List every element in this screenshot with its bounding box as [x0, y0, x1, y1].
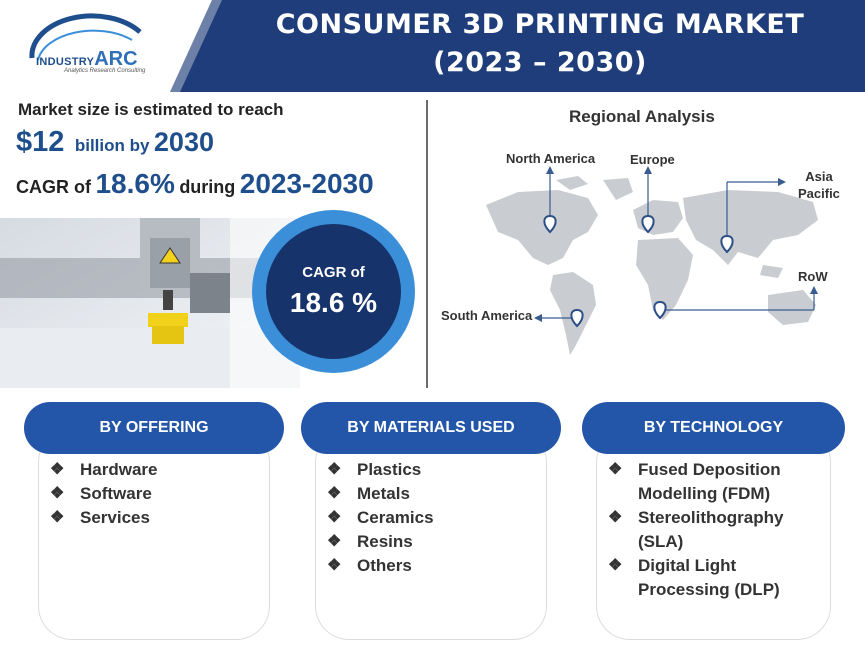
- title-line-2: (2023 – 2030): [433, 47, 647, 78]
- list-item-label: Ceramics: [357, 508, 434, 527]
- segment-title: BY OFFERING: [24, 402, 284, 454]
- list-item: ❖ Fused Deposition: [608, 458, 783, 482]
- card-frame: [596, 432, 831, 640]
- segment-title: BY MATERIALS USED: [301, 402, 561, 454]
- region-north-america: North America: [506, 151, 596, 166]
- list-item-label: Software: [80, 484, 152, 503]
- diamond-bullet-icon: ❖: [327, 533, 342, 550]
- diamond-bullet-icon: ❖: [608, 509, 623, 526]
- region-asia-pacific-line1: Asia: [805, 169, 833, 184]
- segment-title: BY TECHNOLOGY: [582, 402, 845, 454]
- diamond-bullet-icon: ❖: [50, 485, 65, 502]
- list-item: ❖ Metals: [327, 482, 434, 506]
- regional-analysis-title: Regional Analysis: [569, 107, 715, 126]
- segment-card-technology: BY TECHNOLOGY ❖ Fused Deposition Modellin…: [582, 402, 845, 640]
- logo-arc-icon: [29, 13, 142, 61]
- list-item-label: Hardware: [80, 460, 158, 479]
- diamond-bullet-icon: ❖: [608, 557, 623, 574]
- header-banner: INDUSTRYARC Analytics Research Consultin…: [0, 0, 865, 92]
- region-europe: Europe: [630, 152, 675, 167]
- title-line-1: CONSUMER 3D PRINTING MARKET: [275, 9, 805, 40]
- list-item: ❖ Resins: [327, 530, 434, 554]
- cagr-during: during: [179, 177, 236, 197]
- diamond-bullet-icon: ❖: [327, 509, 342, 526]
- logo-tagline: Analytics Research Consulting: [64, 68, 146, 74]
- list-item-label: Others: [357, 556, 412, 575]
- world-map: [438, 140, 858, 380]
- cagr-badge-core: CAGR of 18.6 %: [266, 224, 401, 359]
- region-south-america: South America: [441, 308, 533, 323]
- list-item: ❖ Others: [327, 554, 434, 578]
- logo-word-small: INDUSTRY: [36, 56, 95, 68]
- list-item: ❖ Ceramics: [327, 506, 434, 530]
- segment-list: ❖ Fused Deposition Modelling (FDM) ❖ Stere…: [608, 458, 783, 602]
- list-item: ❖ Software: [50, 482, 157, 506]
- list-item: ❖ Plastics: [327, 458, 434, 482]
- list-item-label: Metals: [357, 484, 410, 503]
- list-item-label: (SLA): [638, 532, 684, 551]
- diamond-bullet-icon: ❖: [327, 557, 342, 574]
- 3d-printer-illustration: [0, 218, 300, 388]
- cagr-badge: CAGR of 18.6 %: [252, 210, 415, 373]
- card-frame: [38, 432, 270, 640]
- diamond-bullet-icon: ❖: [608, 461, 623, 478]
- list-item-label: Resins: [357, 532, 413, 551]
- list-item-label: Services: [80, 508, 150, 527]
- logo-wordmark: INDUSTRYARC: [36, 48, 138, 71]
- cagr-badge-value: 18.6 %: [289, 287, 378, 318]
- segment-list: ❖ Plastics ❖ Metals ❖ Ceramics ❖ Resins ❖ Oth…: [327, 458, 434, 578]
- list-item-label: Fused Deposition: [638, 460, 781, 479]
- list-item: ❖ Stereolithography: [608, 506, 783, 530]
- list-item: ❖ Hardware: [50, 458, 157, 482]
- region-row: RoW: [798, 269, 828, 284]
- industryarc-logo: INDUSTRYARC Analytics Research Consultin…: [22, 10, 197, 76]
- estimate-label: Market size is estimated to reach: [18, 100, 284, 119]
- segment-list: ❖ Hardware ❖ Software ❖ Services: [50, 458, 157, 530]
- segment-card-materials: BY MATERIALS USED ❖ Plastics ❖ Metals ❖ Cer…: [301, 402, 561, 640]
- diamond-bullet-icon: ❖: [327, 485, 342, 502]
- list-item: ❖ Digital Light: [608, 554, 783, 578]
- segment-card-offering: BY OFFERING ❖ Hardware ❖ Software ❖ Service…: [24, 402, 284, 640]
- cagr-statement-value: 18.6%: [95, 168, 175, 199]
- list-item-label: Modelling (FDM): [638, 484, 771, 503]
- diamond-bullet-icon: ❖: [327, 461, 342, 478]
- cagr-prefix: CAGR of: [16, 177, 91, 197]
- cagr-statement: CAGR of 18.6% during 2023-2030: [16, 168, 374, 200]
- list-item-label: Processing (DLP): [638, 580, 780, 599]
- diamond-bullet-icon: ❖: [50, 509, 65, 526]
- market-size-year: 2030: [153, 127, 214, 157]
- world-map-graphic: [486, 166, 818, 355]
- list-item-label: Stereolithography: [638, 508, 784, 527]
- list-item: Modelling (FDM): [608, 482, 783, 506]
- market-size: $12 billion by 2030: [16, 126, 214, 159]
- banner-shape: [170, 0, 865, 92]
- market-size-amount: $12: [16, 126, 65, 158]
- market-size-unit: billion by: [74, 136, 150, 155]
- cagr-range: 2023-2030: [239, 168, 374, 199]
- card-frame: [315, 432, 547, 640]
- list-item-label: Plastics: [357, 460, 422, 479]
- list-item: Processing (DLP): [608, 578, 783, 602]
- diamond-bullet-icon: ❖: [50, 461, 65, 478]
- list-item: ❖ Services: [50, 506, 157, 530]
- region-asia-pacific: Asia Pacific: [798, 168, 840, 202]
- list-item-label: Digital Light: [638, 556, 737, 575]
- section-divider: [426, 100, 428, 388]
- logo-word-big: ARC: [94, 48, 138, 70]
- cagr-badge-label: CAGR of: [302, 264, 365, 281]
- page-title: CONSUMER 3D PRINTING MARKET (2023 – 2030…: [230, 6, 850, 82]
- region-asia-pacific-line2: Pacific: [798, 186, 840, 201]
- list-item: (SLA): [608, 530, 783, 554]
- printer-image: [0, 218, 300, 388]
